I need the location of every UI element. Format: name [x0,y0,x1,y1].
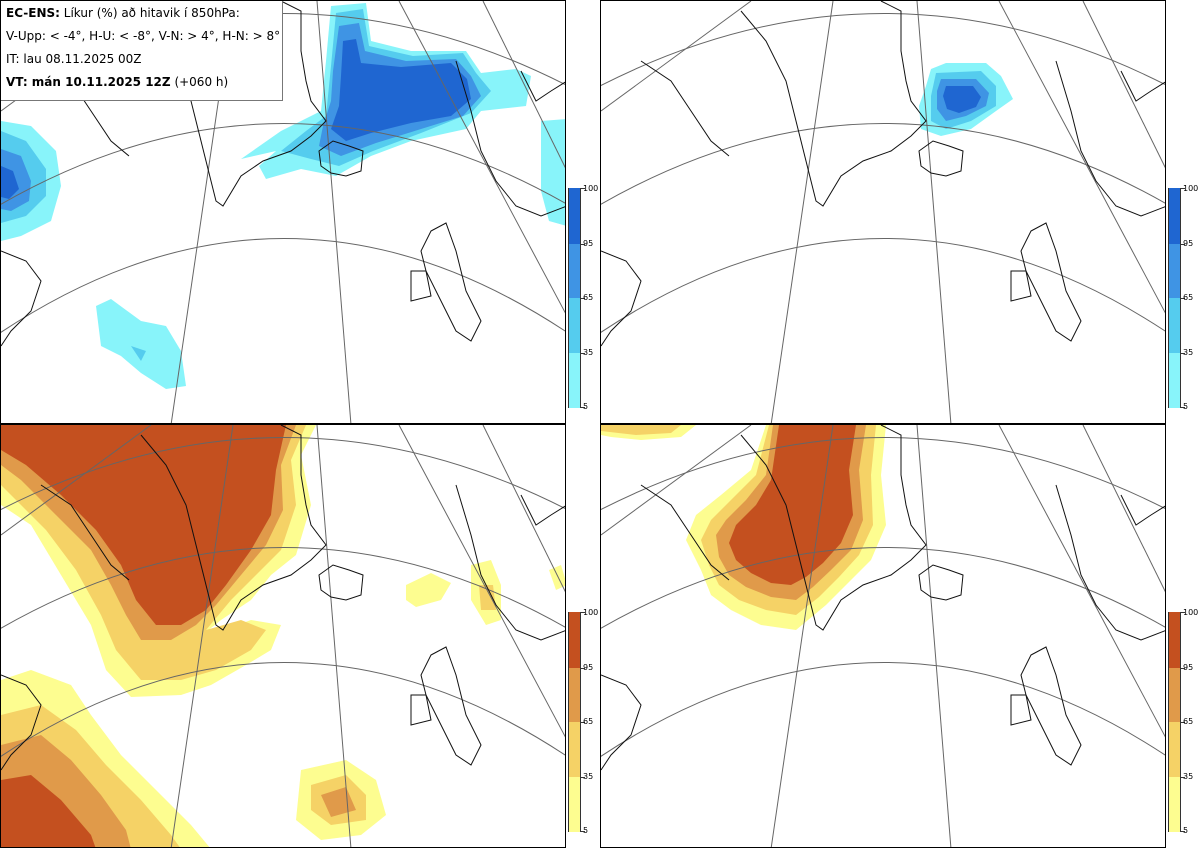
map-panel-top-right [600,0,1166,424]
probability-fields [601,425,886,630]
britain-coast [1010,646,1082,766]
cbar-label-35: 35 [1183,772,1194,781]
canada-coast [1,250,42,347]
probability-fields [1,3,565,389]
cbar-label-35: 35 [583,348,594,357]
cbar-seg-65-95 [1168,244,1181,298]
description: Líkur (%) að hitavik í 850hPa: [63,6,240,20]
map-panel-top-left: EC-ENS: Líkur (%) að hitavik í 850hPa: V… [0,0,566,424]
scandinavia-coast [1055,484,1165,641]
colorbar-cold-top-left: 100 95 65 35 5 [568,184,608,412]
field-level-65 [1,425,356,847]
map-canvas [1,425,565,847]
cbar-label-95: 95 [583,663,594,672]
map-canvas [601,1,1165,423]
field-level-95 [1,425,286,847]
colorbar-warm-bottom-left: 100 95 65 35 5 [568,608,608,836]
map-canvas [601,425,1165,847]
probability-fields [1,425,565,847]
cbar-seg-35-65 [568,298,581,353]
canada-coast [601,250,642,347]
cbar-seg-5-35 [568,777,581,832]
iceland-coast [918,564,964,601]
cbar-seg-95-100 [1168,612,1181,668]
britain-coast [410,222,482,342]
cbar-label-95: 95 [1183,663,1194,672]
canada-coast [601,674,642,771]
iceland-coast [918,140,964,177]
graticule [601,1,1165,423]
britain-coast [410,646,482,766]
cbar-seg-95-100 [568,188,581,244]
cbar-label-35: 35 [1183,348,1194,357]
cbar-seg-95-100 [568,612,581,668]
cbar-label-5: 5 [583,402,589,411]
cbar-seg-35-65 [568,722,581,777]
map-panel-bottom-right [600,424,1166,848]
valid-time: VT: mán 10.11.2025 12Z [6,75,171,89]
cbar-label-100: 100 [1183,608,1199,617]
coastlines [601,1,1165,347]
greenland-coast [40,425,327,631]
scandinavia-coast [455,484,565,641]
cbar-label-65: 65 [1183,293,1194,302]
cbar-label-5: 5 [583,826,589,835]
colorbar-warm-bottom-right: 100 95 65 35 5 [1168,608,1200,836]
cbar-label-95: 95 [1183,239,1194,248]
britain-coast [1010,222,1082,342]
canada-coast [1,674,42,771]
cbar-seg-65-95 [1168,668,1181,722]
cbar-seg-5-35 [1168,777,1181,832]
graticule [601,425,1165,847]
coastlines [601,425,1165,771]
cbar-label-100: 100 [583,608,599,617]
map-info-box: EC-ENS: Líkur (%) að hitavik í 850hPa: V… [1,1,283,101]
coastlines [1,1,565,347]
cbar-seg-35-65 [1168,298,1181,353]
colorbar-cold-top-right: 100 95 65 35 5 [1168,184,1200,412]
cbar-label-100: 100 [583,184,599,193]
cbar-seg-5-35 [568,353,581,408]
cbar-label-65: 65 [583,717,594,726]
cbar-seg-65-95 [568,668,581,722]
cbar-seg-35-65 [1168,722,1181,777]
lead-time: (+060 h) [174,75,229,89]
scandinavia-coast [455,60,565,217]
map-panel-bottom-left [0,424,566,848]
valid-time-line: VT: mán 10.11.2025 12Z (+060 h) [6,75,282,98]
init-time: IT: lau 08.11.2025 00Z [6,52,142,66]
cbar-label-5: 5 [1183,826,1189,835]
greenland-coast [640,1,927,207]
cbar-seg-65-95 [568,244,581,298]
graticule [1,425,565,847]
cbar-seg-5-35 [1168,353,1181,408]
cbar-label-95: 95 [583,239,594,248]
scandinavia-coast [1055,60,1165,217]
iceland-coast [318,140,364,177]
cbar-label-100: 100 [1183,184,1199,193]
field-level-95 [1,39,471,199]
iceland-coast [318,564,364,601]
cbar-label-65: 65 [1183,717,1194,726]
coastlines [1,425,565,771]
model-name: EC-ENS: [6,6,60,20]
cbar-label-65: 65 [583,293,594,302]
field-level-95 [729,425,856,585]
cbar-seg-95-100 [1168,188,1181,244]
probability-fields [919,63,1013,136]
cbar-label-35: 35 [583,772,594,781]
cbar-label-5: 5 [1183,402,1189,411]
thresholds-line: V-Upp: < -4°, H-U: < -8°, V-N: > 4°, H-N… [6,29,281,43]
greenland-coast [640,425,927,631]
field-level-95 [943,86,981,113]
title-line: EC-ENS: Líkur (%) að hitavik í 850hPa: [6,6,282,29]
